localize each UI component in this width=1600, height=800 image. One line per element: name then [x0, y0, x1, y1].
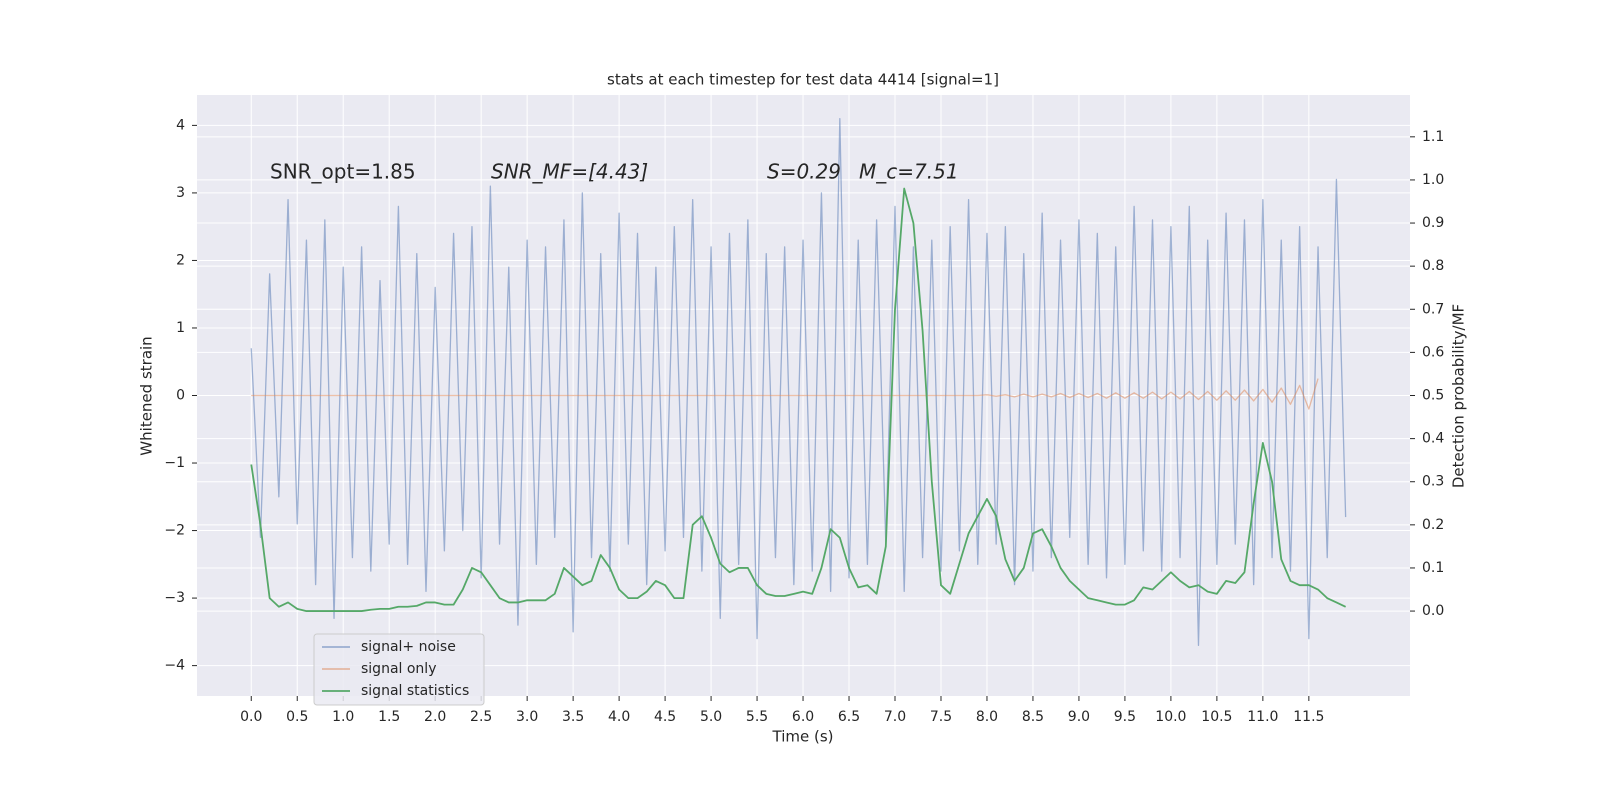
y-tick-label: 3: [176, 185, 185, 201]
marks: [250, 117, 1347, 646]
x-tick-label: 11.0: [1247, 709, 1278, 725]
x-tick-label: 0.5: [286, 709, 308, 725]
x-tick-label: 7.0: [884, 709, 906, 725]
legend-label: signal only: [361, 661, 436, 677]
y2-tick-label: 0.4: [1422, 431, 1444, 447]
x-tick-label: 10.5: [1201, 709, 1232, 725]
x-tick-label: 8.0: [976, 709, 998, 725]
y-axis-label: Whitened strain: [138, 336, 156, 455]
y-tick-label: −4: [164, 658, 185, 674]
y2-axis-label: Detection probability/MF: [1450, 304, 1468, 488]
x-tick-label: 9.5: [1114, 709, 1136, 725]
y2-tick-label: 0.7: [1422, 301, 1444, 317]
y2-tick-label: 1.1: [1422, 129, 1444, 145]
x-tick-label: 4.5: [654, 709, 676, 725]
y2-tick-label: 0.0: [1422, 603, 1444, 619]
y-tick-label: −1: [164, 455, 185, 471]
legend-label: signal+ noise: [361, 639, 456, 655]
x-tick-label: 1.0: [332, 709, 354, 725]
y2-tick-label: 0.5: [1422, 388, 1444, 404]
y2-tick-label: 0.8: [1422, 258, 1444, 274]
y2-tick-label: 0.6: [1422, 344, 1444, 360]
series-line: [251, 378, 1319, 410]
chart-title: stats at each timestep for test data 441…: [607, 71, 999, 89]
y2-tick-label: 1.0: [1422, 172, 1444, 188]
x-tick-label: 11.5: [1293, 709, 1324, 725]
x-axis-label: Time (s): [772, 728, 834, 746]
labels: 0.0 0.5 1.0 1.5 2.0 2.5 3.0 3.5 4.0 4.5 5.0 5.5 6.0 6…: [164, 117, 1444, 725]
x-tick-label: 7.5: [930, 709, 952, 725]
series-line: [250, 187, 1347, 612]
y2-tick-label: 0.3: [1422, 474, 1444, 490]
y-tick-label: −2: [164, 523, 185, 539]
x-tick-label: 2.0: [424, 709, 446, 725]
y-tick-label: 4: [176, 117, 185, 133]
annotation: SNR_MF=[4.43]: [491, 160, 648, 184]
y2-tick-label: 0.2: [1422, 517, 1444, 533]
x-tick-label: 2.5: [470, 709, 492, 725]
x-tick-label: 8.5: [1022, 709, 1044, 725]
y2-tick-label: 0.1: [1422, 560, 1444, 576]
x-tick-label: 5.5: [746, 709, 768, 725]
y-tick-label: 0: [176, 388, 185, 404]
annotation: S=0.29: [767, 160, 841, 184]
x-tick-label: 3.5: [562, 709, 584, 725]
y2-tick-label: 0.9: [1422, 215, 1444, 231]
x-tick-label: 6.5: [838, 709, 860, 725]
y-tick-label: −3: [164, 590, 185, 606]
x-tick-label: 6.0: [792, 709, 814, 725]
x-tick-label: 5.0: [700, 709, 722, 725]
x-tick-label: 0.0: [240, 709, 262, 725]
annotation: M_c=7.51: [859, 160, 959, 184]
series-line: [250, 117, 1347, 646]
x-tick-label: 3.0: [516, 709, 538, 725]
x-tick-label: 9.0: [1068, 709, 1090, 725]
legend-label: signal statistics: [361, 683, 469, 699]
x-tick-label: 10.0: [1155, 709, 1186, 725]
x-tick-label: 4.0: [608, 709, 630, 725]
x-tick-label: 1.5: [378, 709, 400, 725]
legend-box: [313, 633, 485, 706]
y-tick-label: 1: [176, 320, 185, 336]
annotation: SNR_opt=1.85: [270, 160, 416, 184]
y-tick-label: 2: [176, 252, 185, 268]
